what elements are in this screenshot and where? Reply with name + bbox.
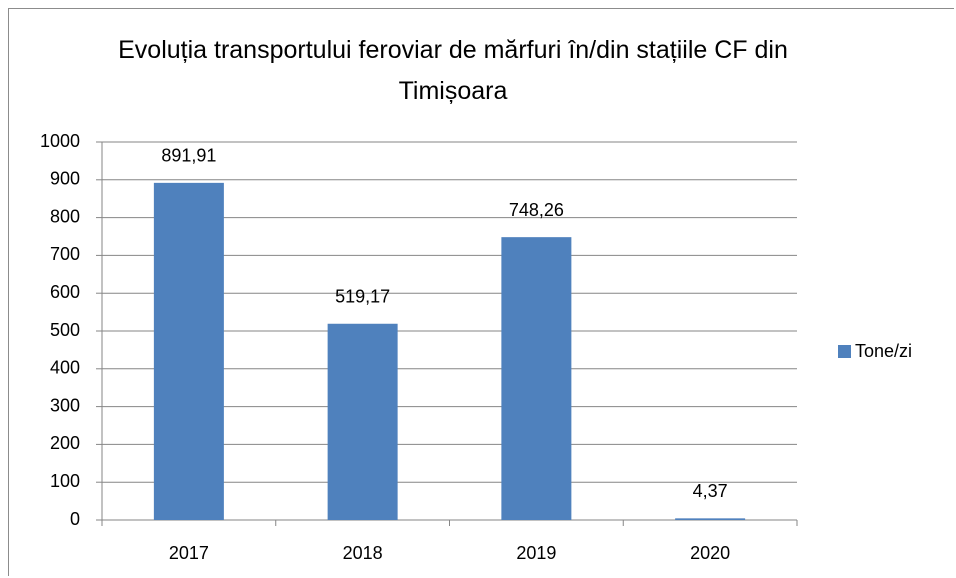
y-tick-label: 700 [50,244,80,264]
x-tick-label: 2018 [343,543,383,563]
y-tick-label: 600 [50,282,80,302]
y-tick-label: 1000 [40,131,80,151]
bar [327,323,398,520]
bar [675,518,746,520]
bar [501,237,572,520]
legend-label: Tone/zi [855,341,912,361]
y-tick-label: 0 [70,509,80,529]
y-tick-label: 400 [50,358,80,378]
data-label: 748,26 [509,200,564,220]
data-label: 519,17 [335,287,390,307]
chart-frame [8,8,954,576]
chart-title: Evoluția transportului feroviar de mărfu… [118,36,788,105]
y-tick-label: 500 [50,320,80,340]
x-tick-label: 2020 [690,543,730,563]
bar [153,182,224,520]
y-tick-label: 800 [50,206,80,226]
data-label: 4,37 [693,481,728,501]
x-tick-label: 2017 [169,543,209,563]
data-label: 891,91 [161,146,216,166]
y-tick-label: 300 [50,395,80,415]
y-tick-label: 100 [50,471,80,491]
x-tick-label: 2019 [516,543,556,563]
y-tick-label: 900 [50,169,80,189]
y-tick-label: 200 [50,433,80,453]
legend-swatch [838,345,851,358]
